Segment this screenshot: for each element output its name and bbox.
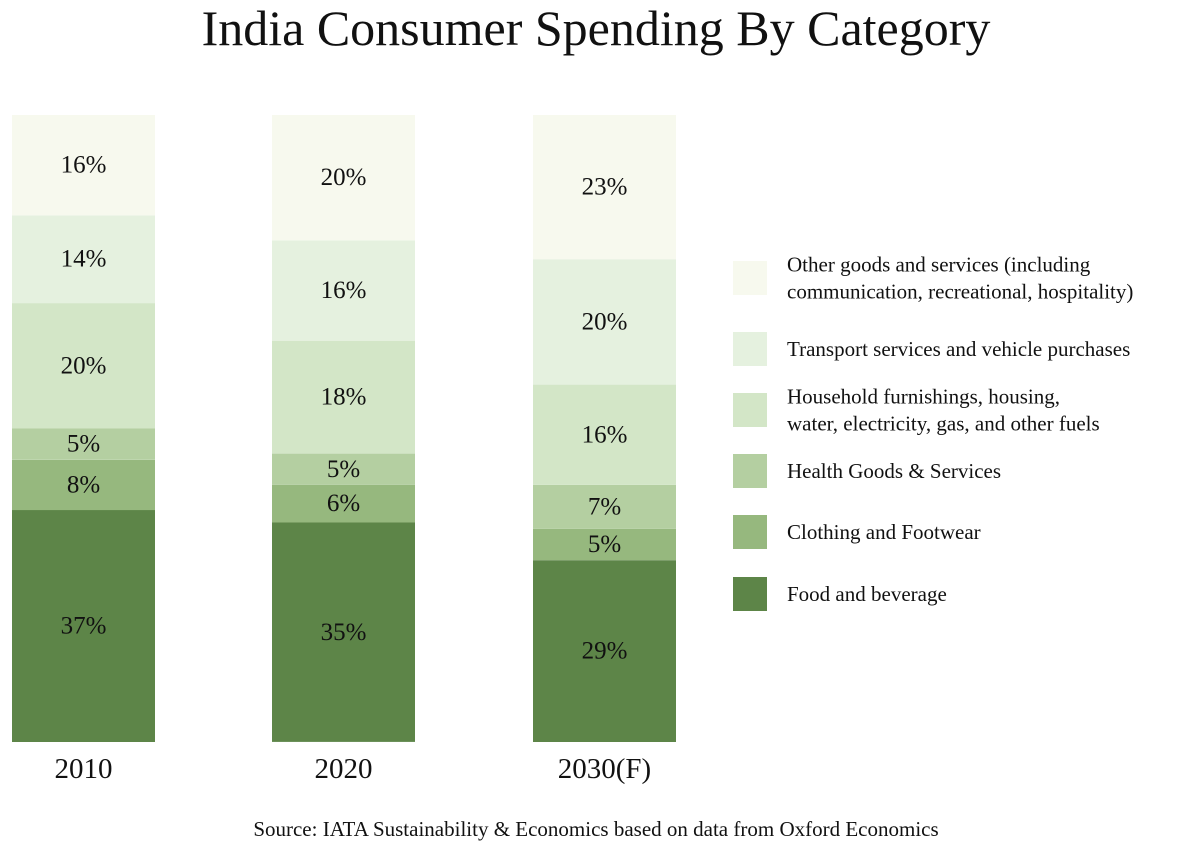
- data-label: 6%: [327, 490, 360, 517]
- bars-group: 37% 8% 5% 20% 14% 16% 35% 6% 5% 18% 16% 20% 29% 5% 7% 1…: [12, 115, 676, 742]
- bar-segment-2020-transport-services-and-v: [272, 240, 415, 341]
- bar-segment-2010-household-furnishings-ho: [12, 303, 155, 429]
- data-label: 35%: [321, 619, 367, 646]
- data-label: 14%: [61, 246, 107, 273]
- data-label: 20%: [582, 308, 628, 335]
- legend-swatch: [733, 261, 767, 295]
- x-axis-labels: 2010 2020 2030(F): [55, 753, 652, 785]
- legend-swatch: [733, 577, 767, 611]
- data-label: 18%: [321, 384, 367, 411]
- bar-segment-2030-f-health-goods-services: [533, 484, 676, 529]
- bar-segment-2030-f-household-furnishings-ho: [533, 384, 676, 485]
- data-label: 37%: [61, 613, 107, 640]
- bar-segment-2010-clothing-and-footwear: [12, 459, 155, 511]
- bar-segment-2010-transport-services-and-v: [12, 215, 155, 304]
- legend-label: Other goods and services (including: [787, 253, 1091, 277]
- bar-segment-2030-f-food-and-beverage: [533, 560, 676, 742]
- data-label: 5%: [327, 456, 360, 483]
- bar-segment-2030-f-other-goods-and-services: [533, 115, 676, 260]
- legend-label: Food and beverage: [787, 582, 947, 606]
- legend-swatch: [733, 332, 767, 366]
- legend-swatch: [733, 454, 767, 488]
- chart-title: India Consumer Spending By Category: [201, 0, 991, 56]
- legend: Other goods and services (including commu…: [733, 253, 1133, 611]
- bar-segment-2020-food-and-beverage: [272, 522, 415, 742]
- bar-segment-2010-other-goods-and-services: [12, 115, 155, 216]
- bar-segment-2030-f-clothing-and-footwear: [533, 528, 676, 561]
- bar-segment-2010-food-and-beverage: [12, 510, 155, 742]
- data-label: 7%: [588, 493, 621, 520]
- x-tick-label: 2030(F): [558, 753, 651, 785]
- legend-swatch: [733, 515, 767, 549]
- legend-label: water, electricity, gas, and other fuels: [787, 412, 1100, 436]
- data-label: 20%: [61, 352, 107, 379]
- data-label: 8%: [67, 471, 100, 498]
- x-tick-label: 2010: [55, 753, 113, 785]
- legend-label: Clothing and Footwear: [787, 520, 981, 544]
- legend-label: Health Goods & Services: [787, 459, 1001, 483]
- data-label: 16%: [582, 421, 628, 448]
- legend-label: Household furnishings, housing,: [787, 385, 1060, 409]
- bar-segment-2030-f-transport-services-and-v: [533, 259, 676, 385]
- data-label: 23%: [582, 174, 628, 201]
- legend-label: Transport services and vehicle purchases: [787, 337, 1130, 361]
- data-label: 5%: [67, 431, 100, 458]
- data-label: 20%: [321, 164, 367, 191]
- data-label: 16%: [61, 152, 107, 179]
- legend-swatch: [733, 393, 767, 427]
- legend-label: communication, recreational, hospitality…: [787, 280, 1133, 304]
- bar-segment-2020-other-goods-and-services: [272, 115, 415, 241]
- data-label: 16%: [321, 277, 367, 304]
- bar-segment-2020-household-furnishings-ho: [272, 340, 415, 454]
- x-tick-label: 2020: [315, 753, 373, 785]
- bar-segment-2010-health-goods-services: [12, 428, 155, 460]
- bar-segment-2020-health-goods-services: [272, 453, 415, 485]
- bar-segment-2020-clothing-and-footwear: [272, 484, 415, 523]
- source-note: Source: IATA Sustainability & Economics …: [253, 817, 939, 841]
- data-label: 5%: [588, 531, 621, 558]
- data-label: 29%: [582, 638, 628, 665]
